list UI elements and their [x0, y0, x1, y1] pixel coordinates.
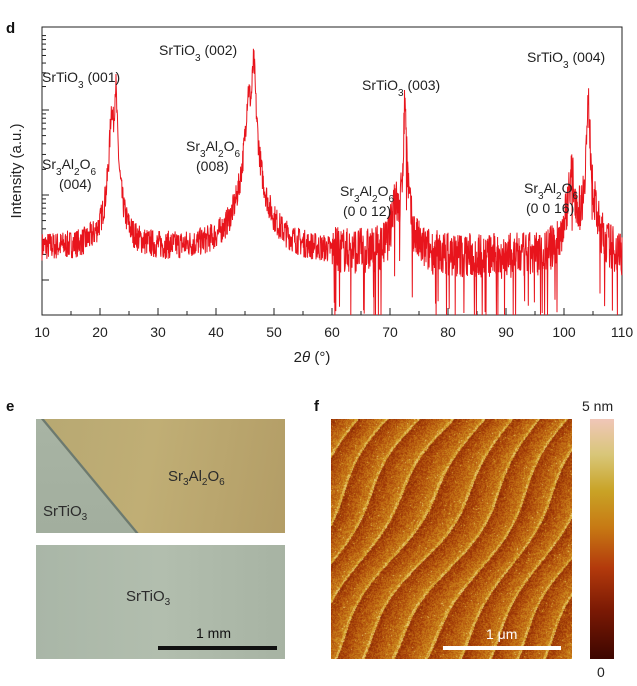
- svg-text:(004): (004): [59, 176, 92, 192]
- svg-text:(0 0 12): (0 0 12): [343, 203, 391, 219]
- scale-bar-label-um: 1 μm: [486, 626, 518, 642]
- x-tick-label-40: 40: [208, 324, 224, 340]
- optical-image-film-edge: Sr3Al2O6 SrTiO3: [36, 419, 285, 533]
- label-sao-0016: Sr3Al2O6 (0 0 16): [524, 180, 578, 216]
- panel-letter-f: f: [314, 398, 319, 415]
- x-tick-label-60: 60: [324, 324, 340, 340]
- plot-area: [41, 26, 623, 316]
- svg-text:Sr3Al2O6: Sr3Al2O6: [524, 180, 578, 202]
- xrd-series-line: [41, 48, 623, 316]
- panel-letter-e: e: [6, 398, 15, 415]
- colorbar-min-label: 0: [597, 664, 605, 680]
- label-sao-004: Sr3Al2O6 (004): [42, 156, 96, 192]
- substrate-label-top: SrTiO3: [43, 503, 88, 523]
- svg-text:(0 0 16): (0 0 16): [526, 200, 574, 216]
- x-tick-label-70: 70: [382, 324, 398, 340]
- xrd-chart: 10 20 30 40 50 60 70 80 90 100 110 2θ (°) Intensit…: [8, 26, 633, 366]
- svg-text:Sr3Al2O6: Sr3Al2O6: [340, 183, 394, 205]
- x-axis-title: 2θ (°): [294, 349, 331, 366]
- optical-image-substrate: SrTiO3 1 mm: [36, 545, 285, 659]
- label-sto-001: SrTiO3 (001): [42, 69, 120, 91]
- x-tick-label-110: 110: [611, 324, 634, 340]
- axis-ticks: [41, 35, 623, 315]
- panel-letter-d: d: [6, 20, 16, 37]
- x-tick-label-20: 20: [92, 324, 108, 340]
- scale-bar-mm: [158, 646, 277, 650]
- x-tick-label-10: 10: [34, 324, 50, 340]
- y-axis-title: Intensity (a.u.): [8, 123, 25, 218]
- x-tick-label-80: 80: [440, 324, 456, 340]
- scale-bar-label-mm: 1 mm: [196, 625, 231, 641]
- svg-text:Sr3Al2O6: Sr3Al2O6: [42, 156, 96, 178]
- label-sto-004: SrTiO3 (004): [527, 49, 605, 71]
- substrate-label-bottom: SrTiO3: [126, 588, 171, 608]
- label-sao-0012: Sr3Al2O6 (0 0 12): [340, 183, 394, 219]
- x-tick-label-100: 100: [552, 324, 576, 340]
- label-sao-008: Sr3Al2O6 (008): [186, 138, 240, 174]
- x-tick-label-30: 30: [150, 324, 166, 340]
- film-label: Sr3Al2O6: [168, 468, 225, 488]
- x-tick-label-90: 90: [498, 324, 514, 340]
- x-tick-labels: 10 20 30 40 50 60 70 80 90 100 110: [34, 324, 633, 340]
- svg-text:Sr3Al2O6: Sr3Al2O6: [186, 138, 240, 160]
- colorbar-max-label: 5 nm: [582, 398, 614, 414]
- scale-bar-um: [443, 646, 561, 650]
- afm-topography-image: [331, 419, 572, 659]
- x-tick-label-50: 50: [266, 324, 282, 340]
- label-sto-002: SrTiO3 (002): [159, 42, 237, 64]
- svg-text:(008): (008): [196, 158, 229, 174]
- height-colorbar: [590, 419, 614, 659]
- label-sto-003: SrTiO3 (003): [362, 77, 440, 99]
